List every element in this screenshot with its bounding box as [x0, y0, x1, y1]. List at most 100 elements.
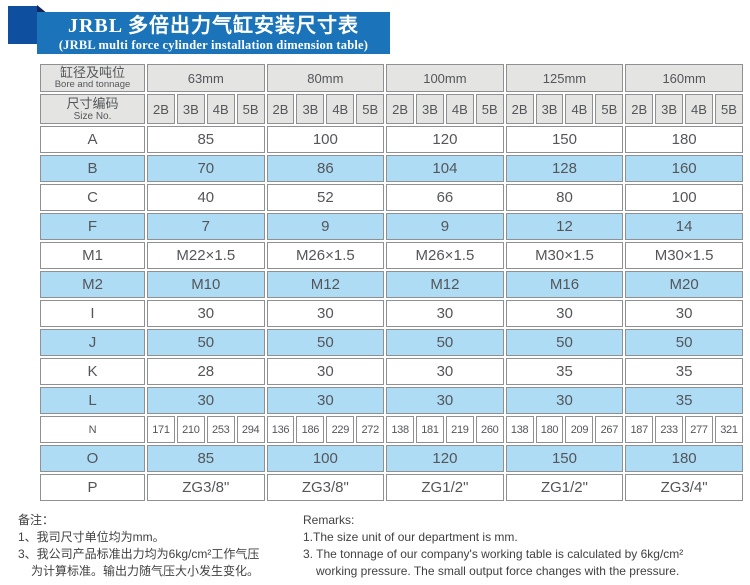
size-code-header: 2B [505, 94, 534, 124]
page-title: JRBL 多倍出力气缸安装尺寸表 [67, 15, 360, 37]
table-row: M1 M22×1.5 M26×1.5 M26×1.5 M30×1.5 M30×1.5 [40, 242, 743, 269]
dimension-value-cell: 85 [147, 445, 265, 472]
dimension-value-cell: M10 [147, 271, 265, 298]
table-row: O 85 100 120 150 180 [40, 445, 743, 472]
table-row: F 7 9 9 12 14 [40, 213, 743, 240]
size-code-header: 2B [147, 94, 175, 124]
row-label: M2 [40, 271, 145, 298]
row-label: O [40, 445, 145, 472]
size-code-header: 4B [565, 94, 594, 124]
dimension-value-cell: M30×1.5 [505, 242, 624, 269]
note-line-en: 3. The tonnage of our company's working … [303, 547, 684, 561]
dimension-value-cell: 35 [625, 387, 743, 414]
dimension-value-cell: 30 [266, 387, 385, 414]
dimension-table: 缸径及吨位 Bore and tonnage 63mm 80mm 100mm 125mm 1… [38, 62, 745, 503]
dimension-value-cell: 9 [386, 213, 504, 240]
note-line-cn: 为计算标准。输出力随气压大小发生变化。 [31, 564, 260, 578]
dimension-value-cell: 30 [625, 300, 743, 327]
dimension-value-cell: 120 [386, 126, 504, 153]
dimension-value-cell: 9 [266, 213, 385, 240]
dimension-value-cell: 180 [625, 445, 743, 472]
bore-tonnage-label-cn: 缸径及吨位 [59, 65, 125, 80]
size-code-header: 3B [535, 94, 564, 124]
dimension-value-cell: 210 [176, 416, 205, 443]
row-label: J [40, 329, 145, 356]
dimension-value-cell: 219 [445, 416, 474, 443]
table-row: J 50 50 50 50 50 [40, 329, 743, 356]
size-code-header: 5B [595, 94, 624, 124]
table-row: B 70 86 104 128 160 [40, 155, 743, 182]
dimension-value-cell: 233 [655, 416, 684, 443]
row-label: K [40, 358, 145, 385]
dimension-value-cell: M16 [505, 271, 624, 298]
dimension-value-cell: 80 [505, 184, 624, 211]
dimension-value-cell: 150 [505, 445, 624, 472]
dimension-value-cell: 136 [266, 416, 295, 443]
size-code-header: 2B [386, 94, 415, 124]
dimension-value-cell: 294 [236, 416, 265, 443]
size-code-header: 2B [625, 94, 654, 124]
dimension-value-cell: 187 [625, 416, 654, 443]
page-subtitle: (JRBL multi force cylinder installation … [58, 38, 369, 52]
row-label: B [40, 155, 145, 182]
bore-column-header: 63mm [147, 64, 265, 92]
dimension-value-cell: 30 [386, 300, 504, 327]
row-label: L [40, 387, 145, 414]
note-line-cn: 1、我司尺寸单位均为mm。 [18, 530, 165, 544]
bore-column-header: 160mm [625, 64, 743, 92]
size-code-header: 5B [475, 94, 504, 124]
dimension-value-cell: 267 [595, 416, 624, 443]
notes-english: Remarks: 1.The size unit of our departmen… [303, 512, 743, 580]
dimension-value-cell: 180 [535, 416, 564, 443]
dimension-value-cell: M22×1.5 [147, 242, 265, 269]
dimension-value-cell: 50 [386, 329, 504, 356]
dimension-value-cell: M12 [386, 271, 504, 298]
dimension-value-cell: 70 [147, 155, 265, 182]
note-line-cn: 备注： [18, 513, 55, 527]
dimension-value-cell: 12 [505, 213, 624, 240]
size-no-label-en: Size No. [73, 110, 112, 122]
dimension-value-cell: 30 [386, 358, 504, 385]
dimension-value-cell: 40 [147, 184, 265, 211]
note-line-en: Remarks: [303, 513, 355, 527]
dimension-value-cell: M12 [266, 271, 385, 298]
dimension-value-cell: 28 [147, 358, 265, 385]
ribbon-fold-icon [37, 5, 48, 14]
dimension-value-cell: 30 [147, 300, 265, 327]
dimension-value-cell: 181 [416, 416, 444, 443]
bore-column-header: 80mm [266, 64, 385, 92]
size-code-header: 3B [296, 94, 325, 124]
size-code-header: 4B [206, 94, 235, 124]
title-banner: JRBL 多倍出力气缸安装尺寸表 (JRBL multi force cylin… [37, 12, 390, 54]
dimension-value-cell: 120 [386, 445, 504, 472]
table-row: A 85 100 120 150 180 [40, 126, 743, 153]
dimension-value-cell: 138 [386, 416, 415, 443]
size-no-header: 尺寸编码 Size No. [40, 94, 145, 124]
dimension-value-cell: 100 [625, 184, 743, 211]
row-label: N [40, 416, 145, 443]
dimension-value-cell: M26×1.5 [266, 242, 385, 269]
notes-chinese: 备注： 1、我司尺寸单位均为mm。 3、我公司产品标准出力均为6kg/cm²工作气压… [18, 512, 298, 580]
bore-column-header: 100mm [386, 64, 504, 92]
size-no-label-cn: 尺寸编码 [66, 95, 119, 111]
dimension-value-cell: 253 [206, 416, 235, 443]
row-label: P [40, 474, 145, 501]
size-code-header: 3B [176, 94, 205, 124]
dimension-value-cell: 66 [386, 184, 504, 211]
size-code-header: 4B [445, 94, 474, 124]
dimension-value-cell: M30×1.5 [625, 242, 743, 269]
size-code-header: 2B [266, 94, 295, 124]
note-line-en: working pressure. The small output force… [316, 564, 680, 578]
dimension-value-cell: 30 [386, 387, 504, 414]
size-code-header: 5B [714, 94, 743, 124]
dimension-value-cell: ZG1/2" [505, 474, 624, 501]
row-label: C [40, 184, 145, 211]
bore-column-header: 125mm [505, 64, 624, 92]
table-row: N 171 210 253 294 136 186 229 272 138 181 219 260 138… [40, 416, 743, 443]
dimension-value-cell: 50 [266, 329, 385, 356]
size-code-header: 5B [356, 94, 385, 124]
dimension-value-cell: 321 [714, 416, 743, 443]
dimension-value-cell: 30 [505, 300, 624, 327]
dimension-value-cell: 14 [625, 213, 743, 240]
dimension-value-cell: 128 [505, 155, 624, 182]
